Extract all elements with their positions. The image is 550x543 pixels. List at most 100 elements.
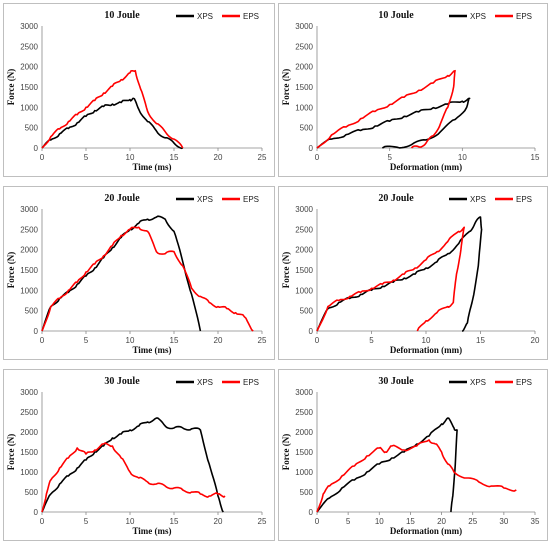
x-tick-label: 25 (258, 517, 267, 526)
y-tick-label: 0 (309, 508, 314, 517)
x-axis-title: Time (ms) (132, 162, 171, 172)
legend-label-xps: XPS (197, 378, 213, 387)
series-line-eps (41, 69, 184, 149)
chart-title: 20 Joule (104, 193, 140, 204)
x-tick-label: 20 (437, 517, 446, 526)
chart-svg: 20 Joule 0 500 1000 1500 2000 2500 3000 0 5 10 15 20… (6, 193, 267, 355)
x-tick-label: 10 (458, 153, 467, 162)
y-tick-label: 500 (300, 307, 314, 316)
x-tick-label: 10 (126, 153, 135, 162)
x-tick-label: 15 (170, 153, 179, 162)
y-tick-label: 0 (34, 508, 39, 517)
y-tick-label: 500 (25, 124, 39, 133)
chart-panel-1: 10 Joule 0 500 1000 1500 2000 2500 3000 0 5 10 15 20… (3, 3, 275, 177)
x-tick-label: 15 (406, 517, 415, 526)
y-tick-label: 500 (300, 124, 314, 133)
x-tick-label: 5 (84, 517, 89, 526)
y-tick-label: 3000 (295, 22, 313, 31)
y-tick-label: 1500 (295, 83, 313, 92)
y-tick-label: 1000 (20, 468, 38, 477)
chart-title: 10 Joule (378, 10, 414, 21)
chart-svg: 30 Joule 0 500 1000 1500 2000 2500 3000 0 5 10 15 20… (281, 376, 540, 536)
y-axis-title: Force (N) (281, 69, 291, 106)
y-tick-label: 2000 (20, 428, 38, 437)
chart-svg: 20 Joule 0 500 1000 1500 2000 2500 3000 0 5 10 15 20… (281, 193, 540, 355)
y-tick-label: 2500 (295, 225, 313, 234)
x-tick-label: 10 (422, 336, 431, 345)
chart-svg: 10 Joule 0 500 1000 1500 2000 2500 3000 0 5 10 15 20… (6, 10, 267, 172)
chart-title: 30 Joule (378, 376, 414, 387)
y-tick-label: 1000 (295, 103, 313, 112)
y-tick-label: 1000 (20, 286, 38, 295)
y-tick-label: 1500 (20, 448, 38, 457)
y-axis-title: Force (N) (6, 69, 16, 106)
x-axis-title: Time (ms) (132, 345, 171, 355)
y-tick-label: 1000 (295, 286, 313, 295)
x-tick-label: 35 (531, 517, 540, 526)
x-axis-title: Deformation (mm) (390, 345, 462, 355)
chart-panel-3: 20 Joule 0 500 1000 1500 2000 2500 3000 0 5 10 15 20… (3, 186, 275, 360)
y-tick-label: 2000 (20, 63, 38, 72)
y-tick-label: 1500 (295, 266, 313, 275)
y-tick-label: 1000 (20, 103, 38, 112)
chart-panel-2: 10 Joule 0 500 1000 1500 2000 2500 3000 0 5 10 15 De… (278, 3, 548, 177)
legend-label-xps: XPS (197, 12, 213, 21)
y-tick-label: 0 (34, 144, 39, 153)
x-tick-label: 0 (40, 517, 45, 526)
chart-title: 20 Joule (378, 193, 414, 204)
chart-title: 10 Joule (104, 10, 140, 21)
x-tick-label: 10 (126, 517, 135, 526)
x-tick-label: 20 (214, 336, 223, 345)
y-tick-label: 1500 (20, 83, 38, 92)
y-tick-label: 3000 (20, 22, 38, 31)
x-tick-label: 15 (476, 336, 485, 345)
x-tick-label: 5 (387, 153, 392, 162)
x-tick-label: 0 (315, 336, 320, 345)
y-axis-title: Force (N) (6, 434, 16, 471)
x-tick-label: 10 (375, 517, 384, 526)
y-axis-title: Force (N) (281, 252, 291, 289)
legend-label-eps: EPS (243, 378, 259, 387)
x-axis-title: Deformation (mm) (390, 526, 462, 536)
x-tick-label: 5 (346, 517, 351, 526)
y-tick-label: 2000 (295, 428, 313, 437)
x-tick-label: 20 (214, 517, 223, 526)
y-tick-label: 2500 (20, 42, 38, 51)
y-tick-label: 0 (309, 327, 314, 336)
y-tick-label: 0 (34, 327, 39, 336)
x-tick-label: 0 (315, 153, 320, 162)
y-tick-label: 3000 (20, 205, 38, 214)
y-tick-label: 1500 (20, 266, 38, 275)
x-tick-label: 15 (170, 336, 179, 345)
y-tick-label: 2500 (295, 42, 313, 51)
x-tick-label: 5 (84, 336, 89, 345)
x-tick-label: 0 (315, 517, 320, 526)
y-axis-title: Force (N) (281, 434, 291, 471)
chart-panel-5: 30 Joule 0 500 1000 1500 2000 2500 3000 0 5 10 15 20… (3, 369, 275, 541)
x-tick-label: 15 (531, 153, 540, 162)
x-tick-label: 30 (499, 517, 508, 526)
series-line-eps (316, 439, 517, 513)
series-line-xps (316, 97, 471, 149)
y-tick-label: 1000 (295, 468, 313, 477)
series-line-xps (316, 216, 483, 332)
series-line-xps (41, 97, 183, 150)
x-tick-label: 25 (258, 153, 267, 162)
series-line-eps (41, 442, 226, 513)
legend-label-xps: XPS (470, 195, 486, 204)
y-tick-label: 2000 (295, 63, 313, 72)
series-line-eps (316, 69, 456, 149)
x-tick-label: 0 (40, 153, 45, 162)
y-tick-label: 3000 (20, 388, 38, 397)
x-tick-label: 5 (369, 336, 374, 345)
y-tick-label: 2000 (20, 246, 38, 255)
chart-svg: 10 Joule 0 500 1000 1500 2000 2500 3000 0 5 10 15 De… (281, 10, 540, 172)
y-tick-label: 500 (25, 307, 39, 316)
legend-label-eps: EPS (243, 195, 259, 204)
y-tick-label: 2500 (295, 408, 313, 417)
legend-label-eps: EPS (516, 195, 532, 204)
x-tick-label: 10 (126, 336, 135, 345)
series-line-xps (316, 417, 458, 513)
y-tick-label: 2500 (20, 225, 38, 234)
y-tick-label: 0 (309, 144, 314, 153)
